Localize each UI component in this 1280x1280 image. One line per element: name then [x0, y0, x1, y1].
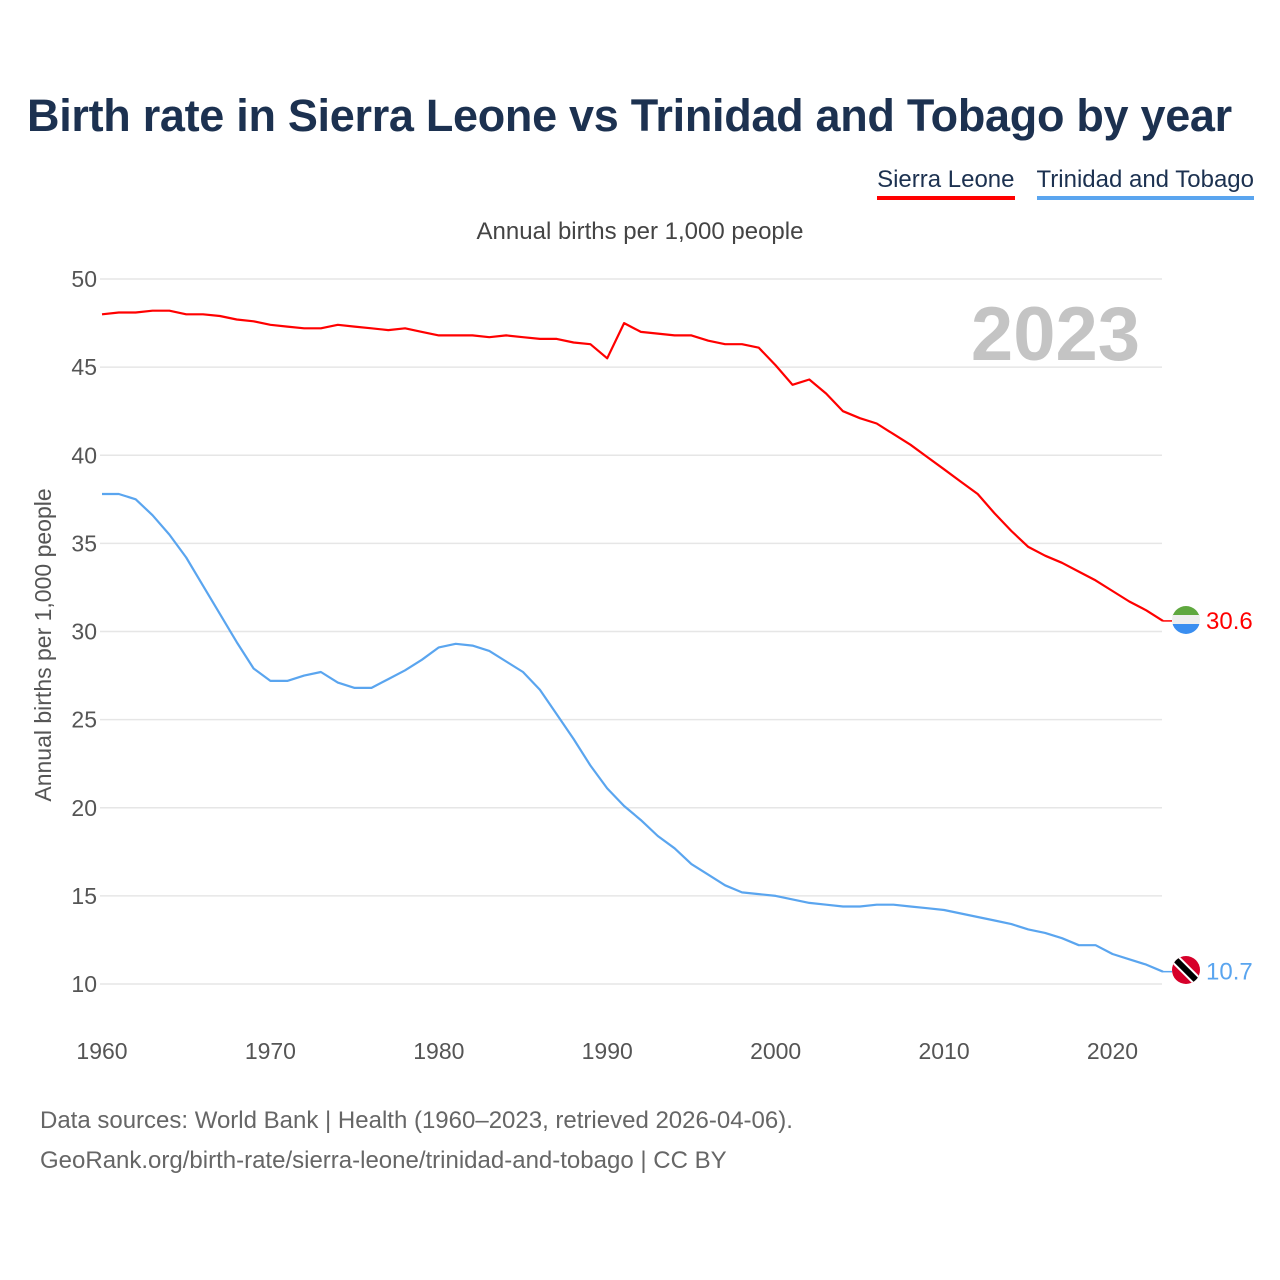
- end-value-label: 30.6: [1206, 608, 1253, 635]
- end-value-label: 10.7: [1206, 959, 1253, 986]
- series-line-sierra-leone: [101, 309, 1164, 622]
- y-tick-label: 20: [71, 795, 97, 821]
- legend-item-trinidad-and-tobago[interactable]: Trinidad and Tobago: [1036, 166, 1254, 200]
- series-line-trinidad-and-tobago: [102, 492, 1164, 973]
- y-tick-label: 40: [71, 442, 97, 468]
- y-tick-label: 25: [71, 707, 97, 733]
- x-tick-label: 1970: [245, 1038, 296, 1064]
- data-source: Data sources: World Bank | Health (1960–…: [40, 1107, 793, 1134]
- legend-item-sierra-leone[interactable]: Sierra Leone: [877, 166, 1015, 200]
- x-tick-label: 1960: [76, 1038, 127, 1064]
- y-tick-label: 10: [71, 971, 97, 997]
- y-axis-label: Annual births per 1,000 people: [30, 488, 56, 801]
- x-tick-label: 2020: [1087, 1038, 1138, 1064]
- year-watermark: 2023: [971, 292, 1140, 377]
- x-tick-label: 1990: [582, 1038, 633, 1064]
- legend: Sierra Leone Trinidad and Tobago: [877, 166, 1254, 200]
- y-tick-label: 15: [71, 883, 97, 909]
- y-tick-label: 50: [71, 266, 97, 292]
- sierra-leone-flag-icon: [1172, 606, 1200, 634]
- chart-subtitle: Annual births per 1,000 people: [476, 218, 804, 245]
- x-tick-label: 2000: [750, 1038, 801, 1064]
- y-tick-label: 45: [71, 354, 97, 380]
- trinidad-and-tobago-flag-icon: [1172, 956, 1200, 984]
- chart-title: Birth rate in Sierra Leone vs Trinidad a…: [27, 90, 1232, 141]
- y-tick-label: 35: [71, 530, 97, 556]
- source-link[interactable]: GeoRank.org/birth-rate/sierra-leone/trin…: [40, 1147, 727, 1174]
- x-tick-label: 2010: [918, 1038, 969, 1064]
- y-tick-label: 30: [71, 619, 97, 645]
- x-tick-label: 1980: [413, 1038, 464, 1064]
